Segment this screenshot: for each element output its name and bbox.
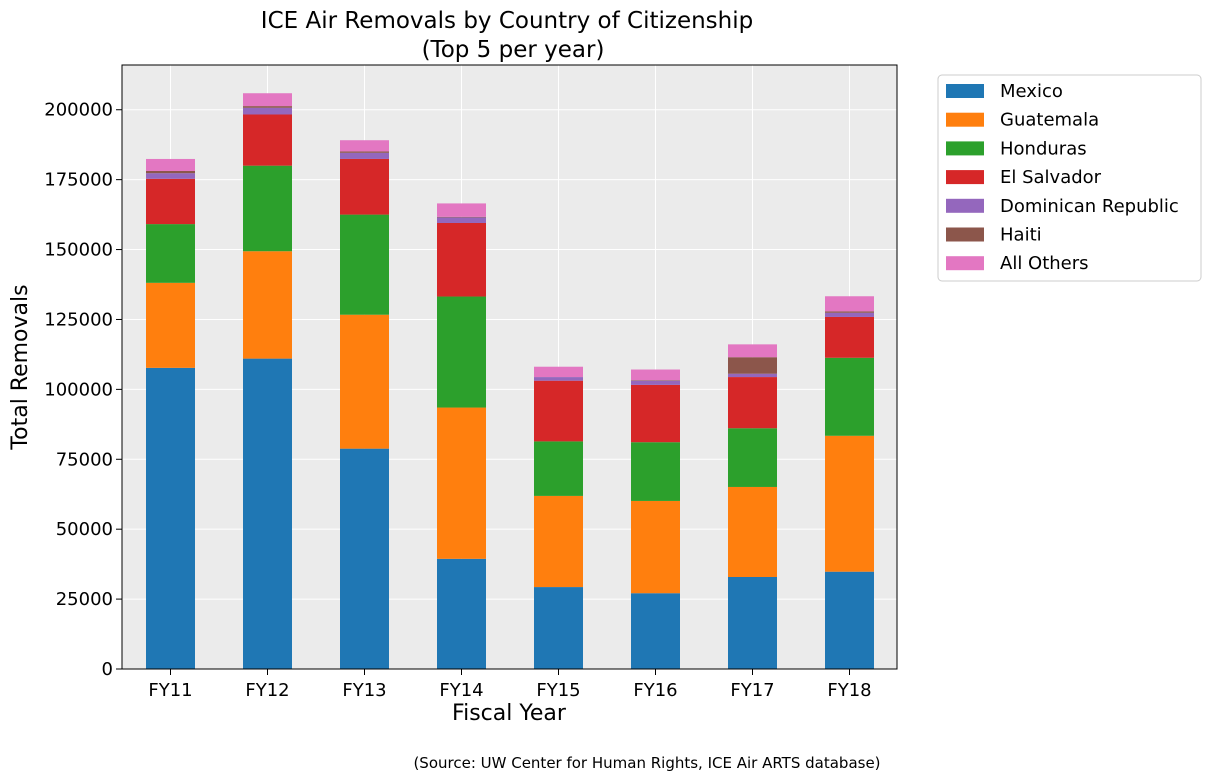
y-tick-label: 75000 (56, 449, 113, 470)
legend-label: Haiti (1000, 225, 1042, 246)
chart-title-line-1: ICE Air Removals by Country of Citizensh… (261, 8, 753, 34)
bar-dominican-republic-fy18 (825, 312, 874, 317)
bars (146, 93, 874, 669)
legend-swatch (946, 256, 984, 271)
x-tick-label: FY12 (245, 680, 289, 701)
x-axis: FY11 FY12 FY13 FY14 FY15 FY16 FY17 FY18 (148, 669, 872, 701)
plot-frame (121, 64, 898, 670)
y-tick-label: 175000 (44, 170, 113, 191)
y-tick-label: 200000 (44, 100, 113, 121)
bar-dominican-republic-fy12 (243, 107, 292, 115)
plot-area (122, 65, 897, 669)
bar-all-others-fy12 (243, 93, 292, 107)
bar-haiti-fy18 (825, 311, 874, 313)
legend-swatch (946, 198, 984, 213)
legend-label: El Salvador (1000, 167, 1102, 188)
bar-haiti-fy13 (340, 151, 389, 153)
legend: Mexico Guatemala Honduras El Salvador Domini… (937, 74, 1202, 282)
bar-el-salvador-fy17 (728, 377, 777, 429)
bar-haiti-fy14 (437, 216, 486, 218)
bar-honduras-fy14 (437, 296, 486, 408)
legend-frame (937, 74, 1202, 282)
legend-swatch (946, 227, 984, 242)
bar-dominican-republic-fy11 (146, 173, 195, 179)
x-tick-label: FY11 (148, 680, 192, 701)
x-tick-label: FY18 (827, 680, 871, 701)
bar-dominican-republic-fy14 (437, 217, 486, 223)
bar-all-others-fy14 (437, 203, 486, 217)
bar-el-salvador-fy14 (437, 222, 486, 297)
bar-mexico-fy18 (825, 571, 874, 669)
bar-haiti-fy11 (146, 170, 195, 174)
legend-label: All Others (1000, 253, 1089, 274)
legend-label: Guatemala (1000, 110, 1099, 131)
bar-el-salvador-fy15 (534, 380, 583, 442)
chart-title-line-2: (Top 5 per year) (422, 37, 605, 63)
bar-dominican-republic-fy17 (728, 373, 777, 378)
y-tick-label: 25000 (56, 589, 113, 610)
y-tick-label: 100000 (44, 379, 113, 400)
bar-honduras-fy12 (243, 165, 292, 252)
bar-guatemala-fy11 (146, 282, 195, 368)
bar-mexico-fy14 (437, 558, 486, 669)
bar-mexico-fy13 (340, 448, 389, 669)
bar-haiti-fy16 (631, 380, 680, 381)
bar-el-salvador-fy18 (825, 316, 874, 358)
bar-dominican-republic-fy16 (631, 380, 680, 385)
bar-honduras-fy13 (340, 214, 389, 315)
bar-all-others-fy13 (340, 140, 389, 152)
bar-guatemala-fy13 (340, 314, 389, 449)
bar-honduras-fy11 (146, 224, 195, 283)
bar-all-others-fy17 (728, 344, 777, 358)
bar-mexico-fy15 (534, 587, 583, 669)
y-tick-label: 0 (102, 659, 113, 680)
y-tick-label: 150000 (44, 240, 113, 261)
bar-guatemala-fy14 (437, 407, 486, 559)
legend-swatch (946, 84, 984, 98)
bar-guatemala-fy16 (631, 500, 680, 594)
x-tick-label: FY13 (342, 680, 386, 701)
bar-el-salvador-fy13 (340, 158, 389, 215)
bar-guatemala-fy12 (243, 251, 292, 359)
bar-honduras-fy15 (534, 441, 583, 496)
y-axis-label: Total Removals (8, 284, 33, 450)
legend-label: Mexico (1000, 81, 1063, 102)
x-tick-label: FY17 (730, 680, 774, 701)
legend-swatch (946, 170, 984, 185)
bar-mexico-fy11 (146, 367, 195, 669)
bar-haiti-fy12 (243, 106, 292, 108)
bar-mexico-fy17 (728, 577, 777, 669)
bar-mexico-fy12 (243, 358, 292, 669)
bar-all-others-fy18 (825, 296, 874, 312)
legend-swatch (946, 112, 984, 127)
bar-el-salvador-fy12 (243, 114, 292, 166)
x-tick-label: FY14 (439, 680, 483, 701)
bar-guatemala-fy17 (728, 486, 777, 578)
legend-swatch (946, 141, 984, 156)
bar-all-others-fy15 (534, 366, 583, 378)
y-axis: 0 25000 50000 75000 100000 125000 150000 175000… (44, 100, 122, 680)
legend-label: Honduras (1000, 138, 1087, 159)
x-tick-label: FY15 (536, 680, 580, 701)
bar-dominican-republic-fy13 (340, 152, 389, 159)
bar-el-salvador-fy11 (146, 178, 195, 225)
y-tick-label: 125000 (44, 309, 113, 330)
bar-haiti-fy17 (728, 357, 777, 374)
bar-honduras-fy16 (631, 442, 680, 501)
bar-all-others-fy11 (146, 158, 195, 171)
bar-all-others-fy16 (631, 369, 680, 381)
legend-label: Dominican Republic (1000, 196, 1179, 217)
y-tick-label: 50000 (56, 519, 113, 540)
bar-guatemala-fy18 (825, 435, 874, 572)
x-tick-label: FY16 (633, 680, 677, 701)
bar-honduras-fy18 (825, 357, 874, 436)
source-note: (Source: UW Center for Human Rights, ICE… (413, 754, 880, 772)
bar-honduras-fy17 (728, 428, 777, 487)
x-axis-label: Fiscal Year (452, 701, 567, 726)
bar-mexico-fy16 (631, 593, 680, 669)
bar-dominican-republic-fy15 (534, 377, 583, 381)
bar-el-salvador-fy16 (631, 384, 680, 443)
bar-guatemala-fy15 (534, 495, 583, 588)
